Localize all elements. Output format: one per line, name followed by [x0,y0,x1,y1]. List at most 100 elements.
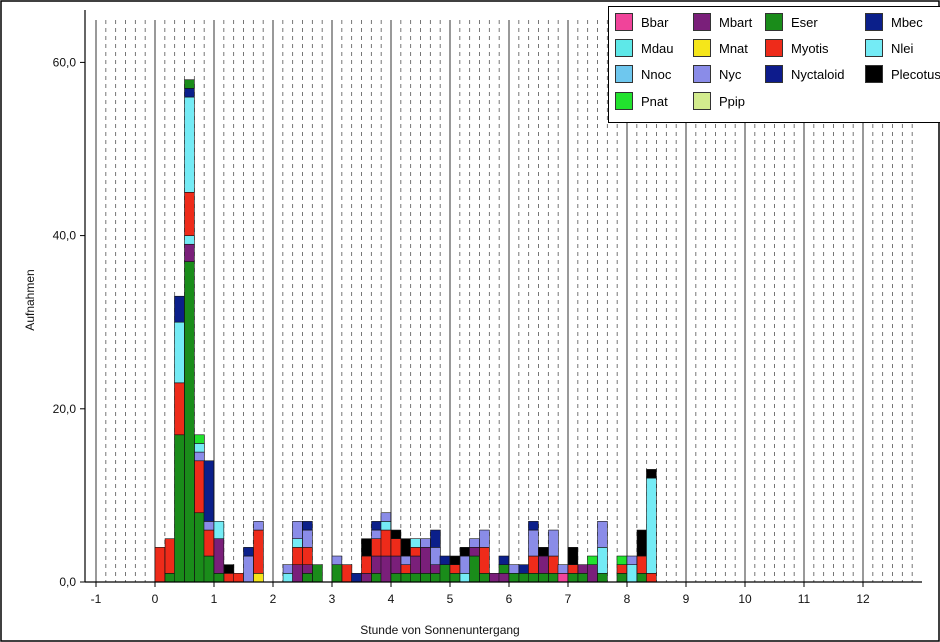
legend-swatch [615,13,633,31]
bar-segment-mbart [184,243,195,262]
legend-swatch [765,39,783,57]
bar-segment-nyc [508,564,520,574]
bar-segment-plecotus [361,538,372,557]
bar-segment-pnat [616,555,628,565]
legend-label: Nyc [719,66,742,82]
bar-segment-eser [616,573,628,583]
bar-segment-myotis [646,573,657,583]
bar-segment-eser [203,555,215,583]
bar-segment-plecotus [459,547,471,557]
bar-segment-mbec [243,547,254,557]
y-tick-label: 0,0 [59,575,76,589]
bar-segment-eser [410,573,421,583]
legend-label: Nyctaloid [791,66,845,82]
bar-segment-mbart [213,538,225,574]
legend-item-mbec: Mbec [865,12,923,32]
bar-segment-myotis [567,564,579,574]
bar-segment-eser [479,573,490,583]
bar-segment-nyc [420,538,431,548]
legend-label: Mbart [719,14,753,30]
legend-swatch [765,65,783,83]
bar-segment-nyc [292,521,303,540]
bar-segment-mbec [528,521,539,531]
bar-segment-eser [302,573,313,583]
legend-swatch [693,39,711,57]
bar-segment-eser [528,573,539,583]
bar-segment-nlei [459,573,471,583]
bar-segment-myotis [548,555,559,574]
bar-segment-nlei [213,521,225,540]
legend-swatch [865,13,883,31]
bar-segment-mbec [174,295,185,323]
bar-segment-nyc [430,547,441,565]
bar-segment-mbart [577,564,589,574]
bar-segment-eser [420,573,431,583]
bar-segment-myotis [400,564,412,574]
legend: Bbar Mbart Eser Mbec Mdau Mnat Myotis Nlei Nnoc N… [608,6,940,123]
bar-segment-myotis [371,538,382,557]
bar-segment-mbec [518,564,530,574]
bar-segment-eser [174,434,185,583]
bar-segment-mbec [203,460,215,522]
bar-segment-mbec [439,555,451,565]
bar-segment-myotis [302,547,313,565]
bar-segment-myotis [154,547,166,583]
bar-segment-nyc [282,564,294,574]
bar-segment-nyc [243,555,254,583]
x-tick-label: 9 [683,592,690,606]
axes: -1 0 1 2 3 4 5 6 7 8 9 10 11 120,020,040,060,0 [53,10,922,606]
bar-segment-eser [469,555,480,583]
x-axis-title: Stunde von Sonnenuntergang [360,623,519,637]
bar-segment-plecotus [538,547,549,557]
bar-segment-nlei [184,235,195,245]
bar-segment-myotis [390,538,402,557]
bar-segment-mbart [380,555,392,583]
legend-swatch [865,65,883,83]
bar-segment-nyc [548,529,559,557]
bar-segment-myotis [233,573,244,583]
bar-segment-mbec [498,555,510,565]
y-axis-title: Aufnahmen [23,269,37,330]
x-tick-label: 0 [152,592,159,606]
bar-segment-nyc [459,555,471,574]
x-tick-label: 7 [565,592,572,606]
legend-item-nyc: Nyc [693,64,741,84]
bar-segment-myotis [203,529,215,557]
x-tick-label: 8 [624,592,631,606]
bar-segment-nlei [292,538,303,548]
legend-item-plecotus: Plecotus [865,64,940,84]
bar-segment-bbar [557,573,569,583]
bar-segment-eser [164,573,176,583]
bar-segment-eser [430,573,441,583]
bar-segment-myotis [616,564,628,574]
legend-label: Nnoc [641,66,672,82]
legend-item-myotis: Myotis [765,38,829,58]
legend-item-mnat: Mnat [693,38,748,58]
y-tick-label: 60,0 [53,55,77,69]
bar-segment-mbart [302,564,313,574]
bar-segment-eser [331,564,343,583]
bar-segment-nyc [194,451,205,462]
bar-segment-nyc [380,512,392,522]
bar-segment-nyc [400,555,412,565]
bar-segment-myotis [636,555,648,574]
bar-segment-plecotus [636,529,648,557]
bar-segment-myotis [174,382,185,436]
legend-item-mdau: Mdau [615,38,674,58]
bar-segment-mbart [420,547,431,574]
legend-swatch [865,39,883,57]
bar-segment-myotis [184,192,195,236]
legend-label: Eser [791,14,818,30]
bar-segment-eser [390,573,402,583]
bar-segment-nyc [302,529,313,548]
x-tick-label: 6 [506,592,513,606]
legend-swatch [693,65,711,83]
bar-segment-mbart [489,573,500,583]
bar-segment-nyc [479,529,490,548]
bar-segment-eser [184,79,195,89]
bar-segment-eser [636,573,648,583]
bar-segment-myotis [479,547,490,574]
bar-segment-plecotus [646,469,657,479]
bar-segment-mbec [430,529,441,548]
legend-item-mbart: Mbart [693,12,752,32]
